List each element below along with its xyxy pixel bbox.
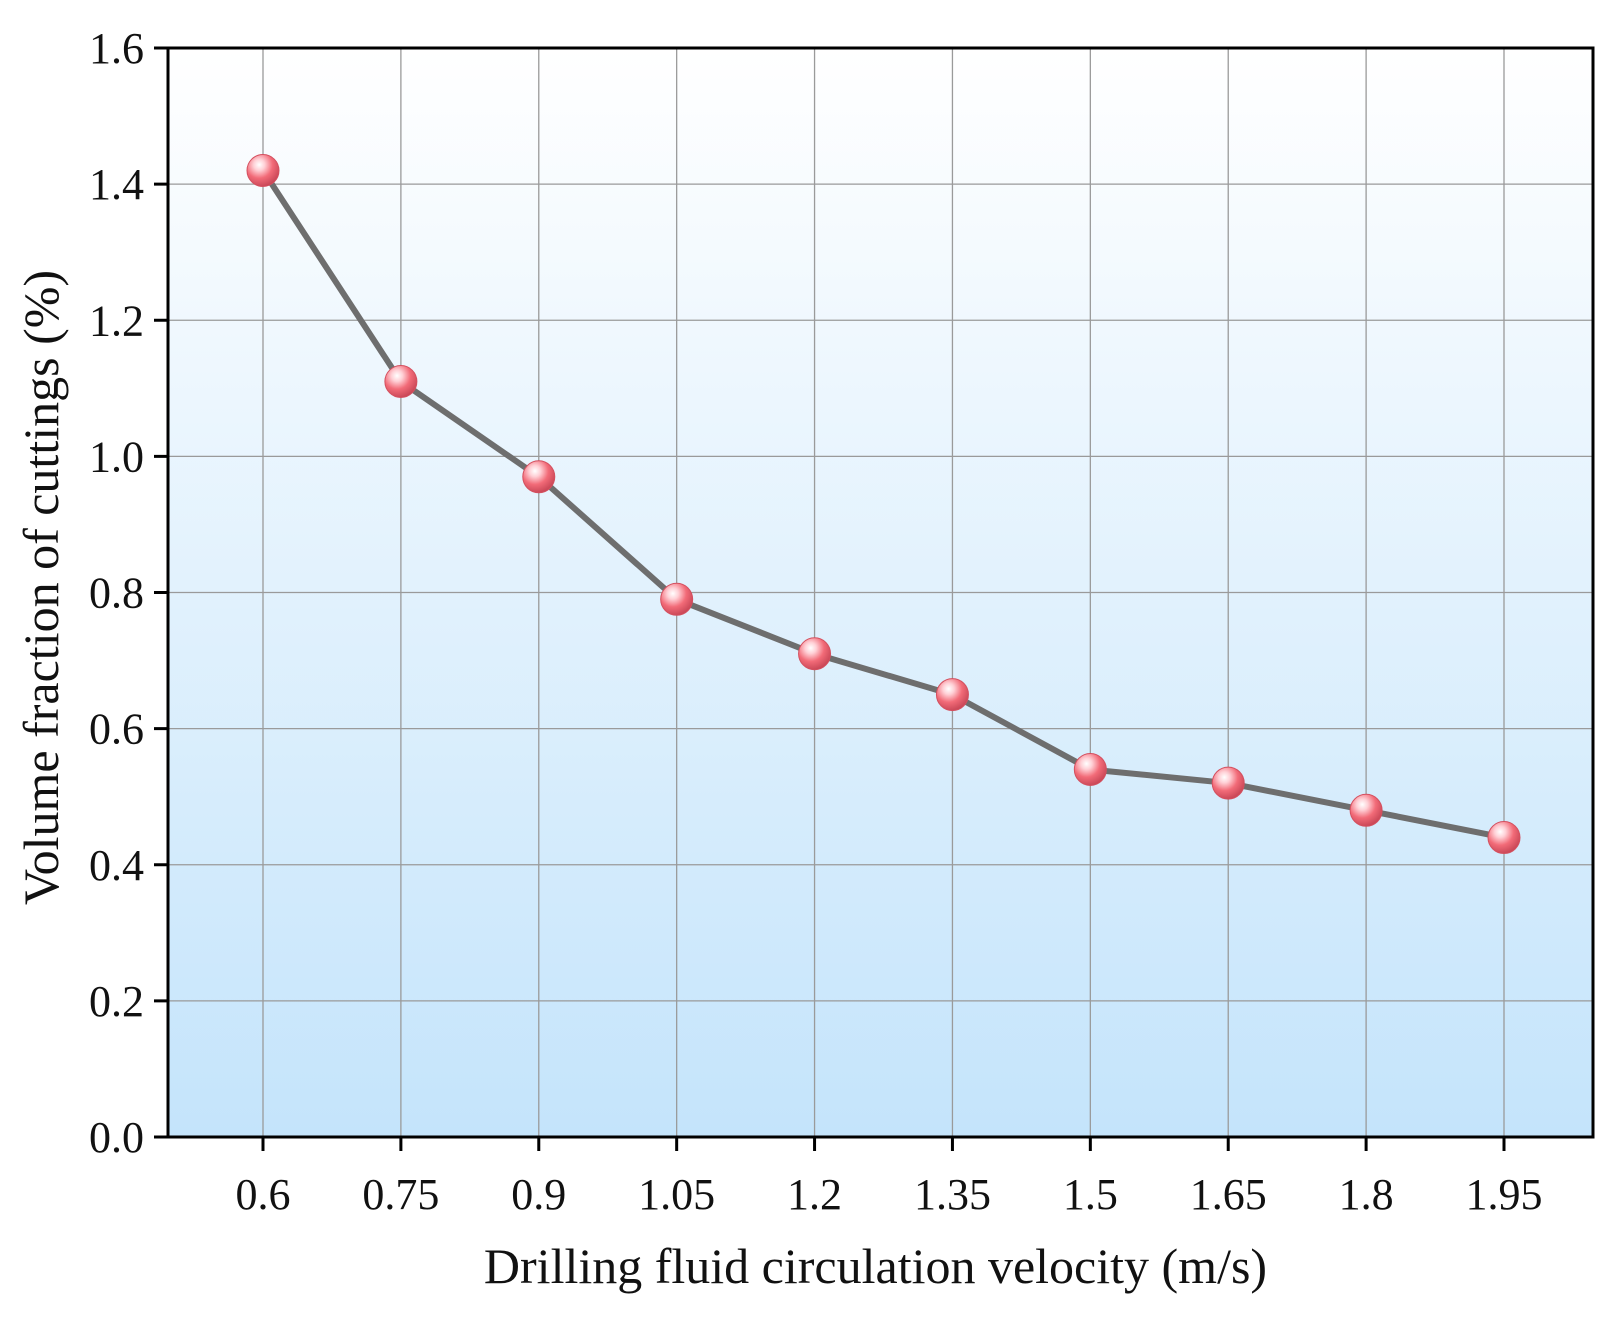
y-tick-label: 1.2 — [89, 296, 144, 345]
y-tick-label: 0.0 — [89, 1113, 144, 1162]
y-axis-title: Volume fraction of cuttings (%) — [13, 270, 69, 905]
data-point — [935, 678, 969, 712]
data-point — [1349, 793, 1383, 827]
data-point — [246, 154, 280, 188]
x-tick-label: 1.2 — [787, 1170, 842, 1219]
y-tick-label: 1.0 — [89, 432, 144, 481]
data-point — [522, 460, 556, 494]
axis-ticks: 0.0 0.2 0.4 0.6 0.8 1.0 1.2 1.4 1.6 0.6 0.75 0.9 1.0… — [89, 24, 1543, 1219]
series-line — [260, 168, 1505, 841]
x-tick-label: 1.65 — [1190, 1170, 1267, 1219]
x-tick-label: 1.35 — [914, 1170, 991, 1219]
x-tick-label: 0.9 — [511, 1170, 566, 1219]
y-tick-label: 0.6 — [89, 705, 144, 754]
y-tick-label: 1.6 — [89, 24, 144, 73]
x-tick-label: 1.95 — [1466, 1170, 1543, 1219]
y-tick-label: 1.4 — [89, 160, 144, 209]
y-tick-label: 0.4 — [89, 841, 144, 890]
data-point — [1211, 766, 1245, 800]
x-tick-label: 0.75 — [362, 1170, 439, 1219]
x-tick-label: 1.5 — [1063, 1170, 1118, 1219]
y-tick-label: 0.8 — [89, 569, 144, 618]
data-point — [660, 582, 694, 616]
data-point — [384, 365, 418, 399]
x-tick-label: 1.8 — [1339, 1170, 1394, 1219]
x-tick-label: 0.6 — [236, 1170, 291, 1219]
data-point — [1073, 752, 1107, 786]
x-axis-title: Drilling fluid circulation velocity (m/s… — [484, 1238, 1267, 1294]
data-series — [246, 154, 1521, 855]
data-point — [1487, 821, 1521, 855]
x-tick-label: 1.05 — [638, 1170, 715, 1219]
y-tick-label: 0.2 — [89, 977, 144, 1026]
data-point — [798, 637, 832, 671]
